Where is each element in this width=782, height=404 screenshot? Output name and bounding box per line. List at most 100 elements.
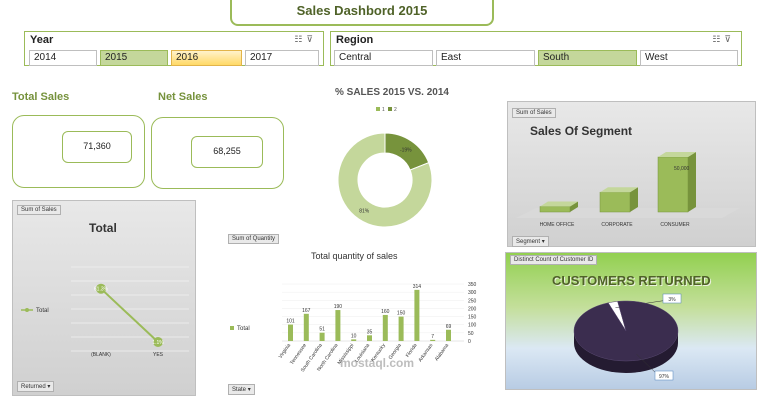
segment-tick-label: HOME OFFICE xyxy=(540,222,575,228)
segment-bar-top xyxy=(540,201,578,207)
total-data-label: 61.3% xyxy=(94,287,109,293)
net-sales-value: 68,255 xyxy=(191,136,263,168)
quantity-data-label: 69 xyxy=(446,324,452,330)
y-tick-label: 150 xyxy=(468,315,477,321)
total-panel: Sum of Sales Total Total 61.3% (BLANK) 1.1… xyxy=(12,200,196,396)
quantity-tick-label: Virginia xyxy=(278,343,293,360)
multi-select-icon[interactable]: ☷ xyxy=(712,34,725,44)
segment-filter-button[interactable]: Segment ▾ xyxy=(512,236,549,247)
watermark: mostaql.com xyxy=(340,356,415,370)
legend-label-2: 2 xyxy=(394,107,397,113)
y-tick-label: 100 xyxy=(468,323,477,329)
y-tick-label: 200 xyxy=(468,306,477,312)
quantity-data-label: 10 xyxy=(351,333,357,339)
region-item-south[interactable]: South xyxy=(538,50,637,66)
segment-bar-top xyxy=(658,152,696,157)
segment-bar-side xyxy=(688,152,696,212)
pie-label-box xyxy=(654,370,674,381)
region-item-east[interactable]: East xyxy=(436,50,535,66)
region-item-central[interactable]: Central xyxy=(334,50,433,66)
year-item-2015[interactable]: 2015 xyxy=(100,50,168,66)
segment-bar xyxy=(599,191,631,213)
segment-tick-label: CONSUMER xyxy=(660,222,690,228)
legend-swatch-1 xyxy=(376,107,380,111)
total-sales-value: 71,360 xyxy=(62,131,132,163)
legend-label: Total xyxy=(237,326,250,332)
total-field-button[interactable]: Sum of Sales xyxy=(17,205,61,215)
quantity-data-label: 7 xyxy=(431,334,434,340)
region-item-west[interactable]: West xyxy=(640,50,738,66)
state-filter-button[interactable]: State ▾ xyxy=(228,384,255,395)
y-tick-label: 50 xyxy=(468,331,474,337)
donut-slice xyxy=(337,132,433,228)
customers-field-button[interactable]: Distinct Count of Customer ID xyxy=(510,255,598,265)
quantity-bar xyxy=(367,335,372,341)
quantity-bar xyxy=(414,289,420,341)
segment-field-button[interactable]: Sum of Sales xyxy=(512,108,556,118)
legend-marker xyxy=(25,308,29,312)
quantity-data-label: 190 xyxy=(334,304,343,310)
y-tick-label: 350 xyxy=(468,282,477,288)
year-slicer[interactable]: Year ☷⊽ 2014 2015 2016 2017 xyxy=(24,31,324,66)
legend-label-1: 1 xyxy=(382,107,385,113)
total-point xyxy=(96,283,106,294)
donut-data-label: 81% xyxy=(359,209,370,215)
returned-filter-button[interactable]: Returned ▾ xyxy=(17,381,55,392)
pie-data-label: 3% xyxy=(668,297,676,303)
quantity-bar xyxy=(351,339,357,341)
segment-bar-side xyxy=(630,187,638,212)
total-point xyxy=(153,337,163,348)
quantity-bar xyxy=(446,329,451,341)
quantity-bar xyxy=(303,313,309,341)
total-data-label: 1.1% xyxy=(152,340,164,346)
quantity-data-label: 314 xyxy=(413,284,422,290)
clear-filter-icon[interactable]: ⊽ xyxy=(724,34,735,44)
year-item-2014[interactable]: 2014 xyxy=(29,50,97,66)
segment-bar-side xyxy=(570,201,578,212)
total-sales-label: Total Sales xyxy=(12,91,70,103)
dashboard-title: Sales Dashbord 2015 xyxy=(230,0,494,26)
quantity-data-label: 51 xyxy=(319,327,325,333)
dropdown-arrow-icon: ▾ xyxy=(47,384,51,390)
year-slicer-header: Year xyxy=(30,34,54,46)
segment-bar xyxy=(539,206,571,213)
quantity-bar xyxy=(288,324,293,341)
legend-label: Total xyxy=(36,308,49,314)
quantity-data-label: 167 xyxy=(302,308,311,314)
total-tick-label: (BLANK) xyxy=(91,352,111,358)
pie-label-box xyxy=(662,293,682,304)
legend-swatch xyxy=(230,326,234,330)
donut-title: % SALES 2015 VS. 2014 xyxy=(335,87,449,98)
legend-swatch-2 xyxy=(388,107,392,111)
quantity-data-label: 150 xyxy=(397,311,406,317)
segment-title: Sales Of Segment xyxy=(530,124,633,138)
segment-panel: Sum of Sales Sales Of Segment HOME OFFIC… xyxy=(507,101,756,247)
year-item-2017[interactable]: 2017 xyxy=(245,50,319,66)
dropdown-arrow-icon: ▾ xyxy=(247,387,251,393)
quantity-bar xyxy=(398,316,404,341)
net-sales-label: Net Sales xyxy=(158,91,208,103)
y-tick-label: 0 xyxy=(468,339,471,345)
quantity-bar xyxy=(319,332,325,341)
customers-pie: 3% 97% xyxy=(573,293,682,381)
segment-bar xyxy=(657,156,689,213)
donut-chart: 1 2 -19% 81% xyxy=(337,107,433,228)
region-slicer-tools: ☷⊽ xyxy=(712,34,735,45)
quantity-title: Total quantity of sales xyxy=(311,251,398,261)
quantity-data-label: 101 xyxy=(286,319,295,325)
quantity-field-button[interactable]: Sum of Quantity xyxy=(228,234,280,244)
region-slicer-header: Region xyxy=(336,34,374,46)
total-sales-card: 71,360 xyxy=(12,115,145,188)
segment-tick-label: CORPORATE xyxy=(601,222,633,228)
quantity-chart: Total 0 50 100 150 200 250 300 350 101 Virginia 16… xyxy=(230,282,477,373)
clear-filter-icon[interactable]: ⊽ xyxy=(306,34,317,44)
pie-slice xyxy=(573,300,679,362)
y-tick-label: 250 xyxy=(468,298,477,304)
year-item-2016[interactable]: 2016 xyxy=(171,50,242,66)
quantity-bar xyxy=(382,314,388,341)
multi-select-icon[interactable]: ☷ xyxy=(294,34,307,44)
donut-data-label: -19% xyxy=(400,147,412,153)
region-slicer[interactable]: Region ☷⊽ Central East South West xyxy=(330,31,742,66)
total-title: Total xyxy=(89,221,117,235)
segment-chart: HOME OFFICE CORPORATE CONSUMER 50,000 xyxy=(516,152,740,228)
